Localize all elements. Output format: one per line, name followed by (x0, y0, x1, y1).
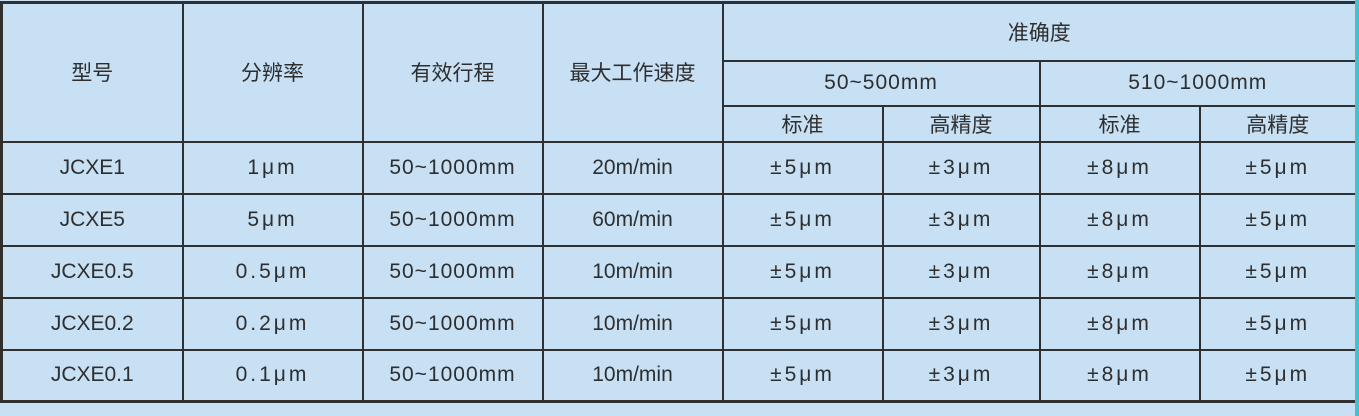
col-header-standard-2: 标准 (1038, 104, 1201, 143)
speed-cell: 10m/min (541, 348, 724, 403)
col-header-model: 型号 (0, 1, 184, 143)
travel-cell: 50~1000mm (361, 244, 544, 299)
model-cell: JCXE0.2 (0, 296, 184, 351)
header-row-ranges: 50~500mm 510~1000mm (2, 59, 1358, 107)
accuracy-cell: ±8μm (1038, 192, 1201, 247)
model-cell: JCXE1 (0, 140, 184, 195)
speed-cell: 20m/min (541, 140, 724, 195)
resolution-cell: 0.2μm (181, 296, 364, 351)
table-row: JCXE0.1 0.1μm 50~1000mm 10m/min ±5μm ±3μ… (0, 348, 1358, 403)
accuracy-cell: ±8μm (1038, 140, 1201, 195)
accuracy-cell: ±5μm (1198, 244, 1358, 299)
col-header-range-510-1000: 510~1000mm (1038, 59, 1358, 107)
speed-cell: 10m/min (541, 244, 724, 299)
model-cell: JCXE5 (0, 192, 184, 247)
col-header-resolution: 分辨率 (181, 1, 364, 143)
header-row-grades: 标准 高精度 标准 高精度 (2, 104, 1358, 143)
spec-table-body: JCXE1 1μm 50~1000mm 20m/min ±5μm ±3μm ±8… (0, 140, 1358, 403)
spec-table-header: 型号 分辨率 有效行程 最大工作速度 准确度 50~500mm 510~1000… (0, 1, 1358, 143)
accuracy-cell: ±5μm (1198, 140, 1358, 195)
resolution-cell: 0.5μm (181, 244, 364, 299)
accuracy-cell: ±5μm (721, 244, 884, 299)
table-row: JCXE0.2 0.2μm 50~1000mm 10m/min ±5μm ±3μ… (0, 296, 1358, 351)
resolution-cell: 5μm (181, 192, 364, 247)
accuracy-cell: ±5μm (721, 296, 884, 351)
resolution-cell: 0.1μm (181, 348, 364, 403)
accuracy-cell: ±8μm (1038, 348, 1201, 403)
accuracy-cell: ±3μm (881, 140, 1041, 195)
accuracy-cell: ±5μm (721, 348, 884, 403)
col-header-high-precision-1: 高精度 (881, 104, 1041, 143)
accuracy-cell: ±8μm (1038, 244, 1201, 299)
accuracy-cell: ±3μm (881, 244, 1041, 299)
travel-cell: 50~1000mm (361, 296, 544, 351)
accuracy-cell: ±5μm (1198, 348, 1358, 403)
speed-cell: 10m/min (541, 296, 724, 351)
col-header-effective-travel: 有效行程 (361, 1, 544, 143)
header-row-top: 型号 分辨率 有效行程 最大工作速度 准确度 (0, 1, 1358, 143)
accuracy-cell: ±5μm (1198, 296, 1358, 351)
col-header-max-working-speed: 最大工作速度 (541, 1, 724, 143)
model-cell: JCXE0.1 (0, 348, 184, 403)
accuracy-cell: ±5μm (721, 140, 884, 195)
model-cell: JCXE0.5 (0, 244, 184, 299)
speed-cell: 60m/min (541, 192, 724, 247)
accuracy-cell: ±8μm (1038, 296, 1201, 351)
col-header-standard-1: 标准 (721, 104, 884, 143)
page-edge-strip (1355, 0, 1359, 416)
spec-table: 型号 分辨率 有效行程 最大工作速度 准确度 50~500mm 510~1000… (0, 1, 1358, 403)
accuracy-cell: ±3μm (881, 348, 1041, 403)
resolution-cell: 1μm (181, 140, 364, 195)
col-header-range-50-500: 50~500mm (721, 59, 1041, 107)
table-row: JCXE1 1μm 50~1000mm 20m/min ±5μm ±3μm ±8… (0, 140, 1358, 195)
travel-cell: 50~1000mm (361, 348, 544, 403)
accuracy-cell: ±5μm (1198, 192, 1358, 247)
col-header-high-precision-2: 高精度 (1198, 104, 1358, 143)
col-header-accuracy: 准确度 (721, 1, 1358, 62)
accuracy-cell: ±5μm (721, 192, 884, 247)
accuracy-cell: ±3μm (881, 296, 1041, 351)
travel-cell: 50~1000mm (361, 140, 544, 195)
table-row: JCXE0.5 0.5μm 50~1000mm 10m/min ±5μm ±3μ… (0, 244, 1358, 299)
travel-cell: 50~1000mm (361, 192, 544, 247)
table-row: JCXE5 5μm 50~1000mm 60m/min ±5μm ±3μm ±8… (0, 192, 1358, 247)
accuracy-cell: ±3μm (881, 192, 1041, 247)
